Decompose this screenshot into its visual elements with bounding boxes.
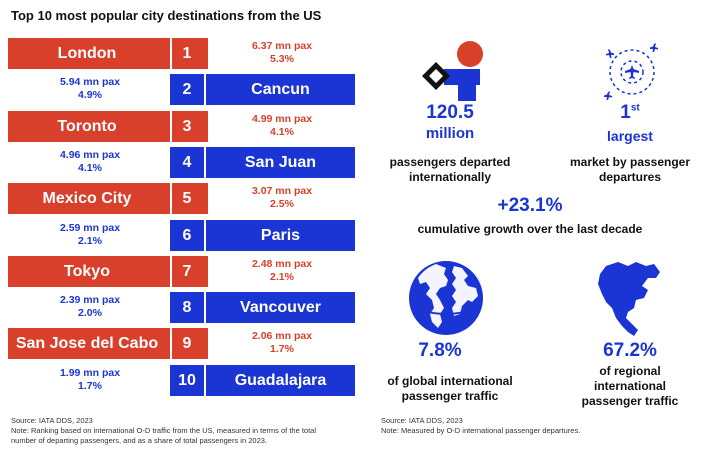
growth-desc: cumulative growth over the last decade xyxy=(417,222,643,236)
passengers-desc-line1: passengers departed xyxy=(389,155,511,169)
bar-divider xyxy=(170,328,172,360)
passengers-value: 120.5 xyxy=(426,102,474,123)
rank-label: 2 xyxy=(182,81,192,99)
bar-vancouver: Vancouver 8 xyxy=(170,292,355,324)
passengers-label: 5.94 mn pax xyxy=(59,76,121,89)
north-america-map-icon xyxy=(598,262,660,336)
rank-label: 7 xyxy=(182,262,192,280)
passengers-label: 2.59 mn pax xyxy=(59,221,121,234)
city-label: San Jose del Cabo xyxy=(15,335,159,353)
rank-desc-line1: market by passenger xyxy=(569,155,691,169)
city-label: San Juan xyxy=(244,153,317,171)
passengers-label: 2.39 mn pax xyxy=(59,294,121,307)
chart-title: Top 10 most popular city destinations fr… xyxy=(11,8,322,23)
global-share-desc-line2: passenger traffic xyxy=(401,389,499,403)
share-label: 1.7% xyxy=(78,379,102,392)
rank-label: 1 xyxy=(182,45,192,62)
bar-mexico-city: Mexico City 5 xyxy=(8,183,208,215)
bar-divider xyxy=(204,146,206,178)
rank-value: 1st xyxy=(620,102,640,123)
rank-word: largest xyxy=(607,128,653,144)
bar-divider xyxy=(170,110,172,142)
growth-value: +23.1% xyxy=(497,195,563,216)
city-label: Toronto xyxy=(57,117,117,135)
share-label: 2.1% xyxy=(270,270,294,283)
left-note-line1: Note: Ranking based on international O-D… xyxy=(11,426,317,435)
passengers-label: 4.99 mn pax xyxy=(251,112,313,125)
regional-share-desc-line3: passenger traffic xyxy=(581,394,679,408)
share-label: 2.5% xyxy=(270,198,294,211)
passengers-label: 4.96 mn pax xyxy=(59,148,121,161)
bar-divider xyxy=(170,38,172,69)
regional-share-value: 67.2% xyxy=(603,340,657,361)
bar-san-juan: San Juan 4 xyxy=(170,146,355,178)
share-label: 2.0% xyxy=(78,307,102,320)
bar-paris: Paris 6 xyxy=(170,219,355,251)
stat-label: 6.37 mn pax 5.3% xyxy=(232,40,332,66)
share-label: 5.3% xyxy=(270,53,294,65)
passengers-label: 2.06 mn pax xyxy=(251,330,313,343)
bar-toronto: Toronto 3 xyxy=(8,110,208,142)
globe-icon xyxy=(409,261,483,335)
right-note: Note: Measured by O-D international pass… xyxy=(381,426,581,435)
stat-label: 3.07 mn pax 2.5% xyxy=(232,185,332,211)
bar-cancun: Cancun 2 xyxy=(170,74,355,106)
bar-london: London 1 xyxy=(8,38,208,69)
stat-label: 4.99 mn pax 4.1% xyxy=(232,113,332,139)
stat-label: 2.59 mn pax 2.1% xyxy=(40,222,140,248)
right-source: Source: IATA DDS, 2023 xyxy=(381,416,463,425)
city-label: Mexico City xyxy=(42,190,132,208)
rank-label: 5 xyxy=(182,190,192,208)
passengers-label: 6.37 mn pax xyxy=(251,40,313,52)
share-label: 2.1% xyxy=(78,234,102,247)
flight-network-icon xyxy=(604,43,658,100)
stat-label: 4.96 mn pax 4.1% xyxy=(40,149,140,175)
city-label: Guadalajara xyxy=(234,371,327,389)
city-label: Paris xyxy=(260,226,301,244)
passengers-label: 1.99 mn pax xyxy=(59,366,121,379)
bar-divider xyxy=(204,292,206,324)
bar-divider xyxy=(170,255,172,287)
rank-label: 3 xyxy=(182,117,192,135)
passengers-desc-line2: internationally xyxy=(408,170,491,184)
left-note-line2: number of departing passengers, and as a… xyxy=(11,436,267,445)
passengers-label: 3.07 mn pax xyxy=(251,185,313,198)
regional-share-desc-line1: of regional xyxy=(599,364,661,378)
global-share-value: 7.8% xyxy=(418,340,462,361)
share-label: 1.7% xyxy=(270,343,294,356)
rank-desc-line2: departures xyxy=(598,170,662,184)
share-label: 4.1% xyxy=(270,125,294,138)
rank-label: 8 xyxy=(182,299,192,317)
global-share-desc-line1: of global international xyxy=(387,374,513,388)
city-label: Tokyo xyxy=(64,262,110,280)
bar-san-jose-del-cabo: San Jose del Cabo 9 xyxy=(8,328,208,360)
passengers-label: 2.48 mn pax xyxy=(251,257,313,270)
share-label: 4.9% xyxy=(78,89,102,102)
bar-divider xyxy=(204,74,206,106)
city-label: Vancouver xyxy=(240,299,321,317)
city-label: London xyxy=(57,45,117,62)
regional-share-desc-line2: international xyxy=(593,379,666,393)
city-label: Cancun xyxy=(251,81,310,99)
bar-divider xyxy=(170,183,172,215)
rank-label: 6 xyxy=(182,226,192,244)
bar-guadalajara: Guadalajara 10 xyxy=(170,364,355,396)
left-source: Source: IATA DDS, 2023 xyxy=(11,416,93,425)
passengers-unit: million xyxy=(425,125,475,142)
stat-label: 2.39 mn pax 2.0% xyxy=(40,294,140,320)
stat-label: 2.48 mn pax 2.1% xyxy=(232,258,332,284)
rank-label: 4 xyxy=(182,153,192,171)
rank-label: 10 xyxy=(178,371,196,389)
rank-label: 9 xyxy=(182,335,192,353)
stat-label: 5.94 mn pax 4.9% xyxy=(40,76,140,102)
bar-divider xyxy=(204,219,206,251)
bar-divider xyxy=(204,364,206,396)
stat-label: 1.99 mn pax 1.7% xyxy=(40,367,140,393)
stat-label: 2.06 mn pax 1.7% xyxy=(232,330,332,356)
bar-tokyo: Tokyo 7 xyxy=(8,255,208,287)
logo-icon xyxy=(422,41,483,101)
share-label: 4.1% xyxy=(78,161,102,174)
